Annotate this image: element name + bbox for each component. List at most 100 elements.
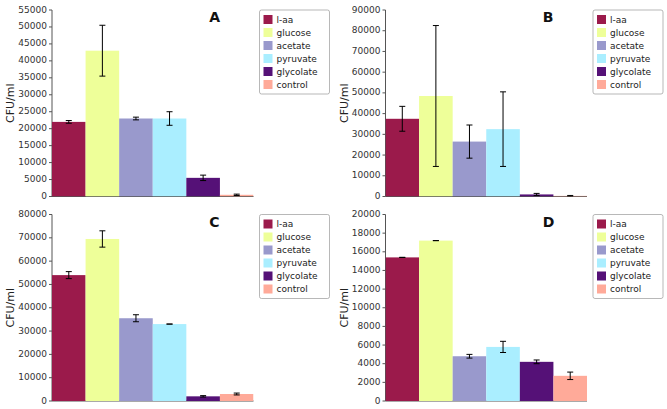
y-axis-label: CFU/ml [4,83,17,123]
bar [453,356,487,401]
bar [153,119,187,197]
legend-swatch [264,67,273,76]
plot-area [52,25,254,196]
bar [220,195,254,197]
error-bar [433,240,439,241]
error-cap [133,321,139,322]
error-cap [133,119,139,120]
legend-label: acetate [277,245,312,255]
error-bar [534,360,540,364]
legend: l-aaglucoseacetatepyruvateglycolatecontr… [260,215,330,299]
y-tick-label: 50000 [352,87,381,97]
error-line [102,231,103,247]
y-axis: 0100002000030000400005000060000700008000… [352,5,386,202]
error-cap [234,194,240,195]
bar [520,362,554,401]
error-cap [167,324,173,325]
y-axis-label: CFU/ml [4,288,17,328]
y-tick-label: 16000 [352,246,381,256]
legend-swatch [264,272,273,281]
y-tick-label: 40000 [18,302,47,312]
y-tick-label: 10000 [352,302,381,312]
y-tick-label: 45000 [18,38,47,48]
legend-label: acetate [277,41,312,51]
error-cap [399,257,405,258]
background [0,0,667,409]
error-cap [534,193,540,194]
legend-swatch [264,54,273,63]
error-cap [466,358,472,359]
error-cap [534,363,540,364]
legend-label: control [610,284,641,294]
bar [553,195,587,196]
error-line [102,25,103,76]
y-tick-label: 10000 [352,170,381,180]
y-tick-label: 0 [41,396,47,406]
y-tick-label: 10000 [18,372,47,382]
y-tick-label: 80000 [352,25,381,35]
y-tick-label: 20000 [352,209,381,219]
error-cap [200,175,206,176]
legend-swatch [264,233,273,242]
y-tick-label: 0 [375,396,381,406]
y-tick-label: 14000 [352,265,381,275]
error-cap [66,123,72,124]
error-line [402,106,403,131]
error-bar [167,112,173,126]
legend-label: glucose [277,28,312,38]
y-tick-label: 2000 [358,377,381,387]
error-cap [133,117,139,118]
y-tick-label: 60000 [352,67,381,77]
y-tick-label: 10000 [18,157,47,167]
legend: l-aaglucoseacetatepyruvateglycolatecontr… [593,10,663,94]
y-tick-label: 12000 [352,284,381,294]
legend-label: pyruvate [610,258,651,268]
error-cap [234,393,240,394]
legend-frame [260,10,330,94]
panel: 0500010000150002000025000300003500040000… [4,5,330,202]
error-cap [534,359,540,360]
legend-label: l-aa [277,15,294,25]
legend-label: glucose [610,232,645,242]
error-cap [500,166,506,167]
error-line [570,372,571,379]
error-bar [99,231,105,247]
error-cap [99,25,105,26]
legend-swatch [597,67,606,76]
error-bar [500,92,506,167]
error-bar [500,341,506,352]
y-axis: 0500010000150002000025000300003500040000… [18,5,52,202]
error-cap [466,354,472,355]
plot-area [386,26,588,197]
legend-label: pyruvate [610,54,651,64]
bar [119,119,153,197]
legend-swatch [264,80,273,89]
y-tick-label: 90000 [352,5,381,15]
error-bar [234,194,240,195]
legend-label: l-aa [610,219,627,229]
legend-frame [260,215,330,299]
legend-label: glycolate [610,67,652,77]
error-bar [200,396,206,397]
error-bar [567,195,573,197]
error-cap [234,195,240,196]
y-axis-label: CFU/ml [338,288,351,328]
y-tick-label: 4000 [358,358,381,368]
error-line [469,125,470,158]
y-tick-label: 5000 [24,174,47,184]
y-tick-label: 0 [375,191,381,201]
bar [386,257,420,401]
legend-swatch [597,220,606,229]
y-tick-label: 20000 [352,150,381,160]
y-tick-label: 15000 [18,140,47,150]
y-axis: 0100002000030000400005000060000700008000… [18,209,52,406]
error-bar [466,125,472,158]
panel-label: A [209,9,220,25]
y-tick-label: 70000 [352,46,381,56]
legend-swatch [264,15,273,24]
y-tick-label: 35000 [18,72,47,82]
y-tick-label: 18000 [352,228,381,238]
error-cap [99,76,105,77]
legend-label: control [277,80,308,90]
y-tick-label: 20000 [18,349,47,359]
